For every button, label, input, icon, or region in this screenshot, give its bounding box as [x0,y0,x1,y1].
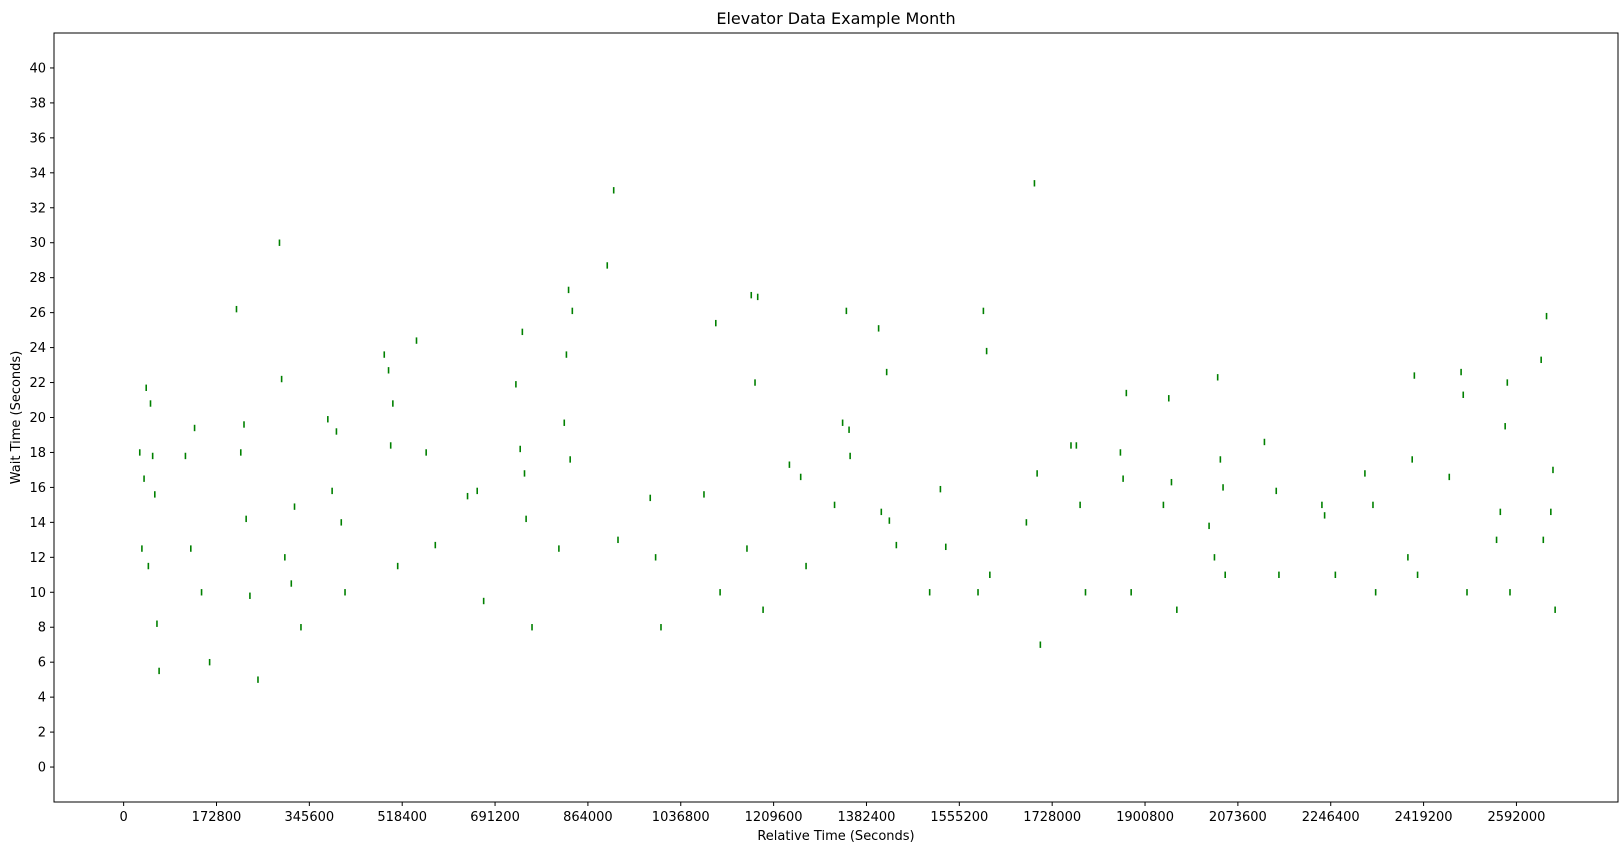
y-tick-label: 30 [29,236,46,251]
x-axis: 0 172800 345600 518400 691200 864000 1036800 12… [119,802,1545,825]
y-tick-label: 14 [29,516,46,531]
x-tick-label: 2419200 [1395,810,1453,825]
y-tick-label: 4 [38,691,46,706]
y-tick-label: 2 [38,726,46,741]
y-tick-label: 26 [29,306,46,321]
x-tick-label: 2592000 [1487,810,1545,825]
x-tick-label: 1209600 [745,810,803,825]
x-tick-label: 0 [119,810,127,825]
x-tick-label: 1555200 [930,810,988,825]
y-tick-label: 40 [29,61,46,76]
y-tick-label: 16 [29,481,46,496]
y-tick-label: 6 [38,656,46,671]
x-axis-label: Relative Time (Seconds) [757,829,914,844]
y-tick-label: 18 [29,446,46,461]
y-tick-label: 24 [29,341,46,356]
x-tick-label: 345600 [285,810,335,825]
y-tick-label: 28 [29,271,46,286]
y-tick-label: 36 [29,131,46,146]
x-tick-label: 1728000 [1023,810,1081,825]
x-tick-label: 172800 [192,810,242,825]
x-tick-label: 2073600 [1209,810,1267,825]
y-tick-label: 22 [29,376,46,391]
y-axis-label: Wait Time (Seconds) [9,351,24,485]
y-tick-label: 20 [29,411,46,426]
x-tick-label: 691200 [470,810,520,825]
chart-title: Elevator Data Example Month [716,9,955,28]
x-tick-label: 1900800 [1116,810,1174,825]
x-tick-label: 2246400 [1302,810,1360,825]
y-tick-label: 34 [29,166,46,181]
x-tick-label: 1382400 [838,810,896,825]
y-tick-label: 10 [29,586,46,601]
x-tick-label: 1036800 [652,810,710,825]
x-tick-label: 518400 [377,810,427,825]
y-tick-label: 38 [29,96,46,111]
y-tick-label: 12 [29,551,46,566]
y-tick-label: 8 [38,621,46,636]
x-tick-label: 864000 [563,810,613,825]
y-tick-label: 0 [38,761,46,776]
plot-marks [138,180,1556,683]
y-tick-label: 32 [29,201,46,216]
